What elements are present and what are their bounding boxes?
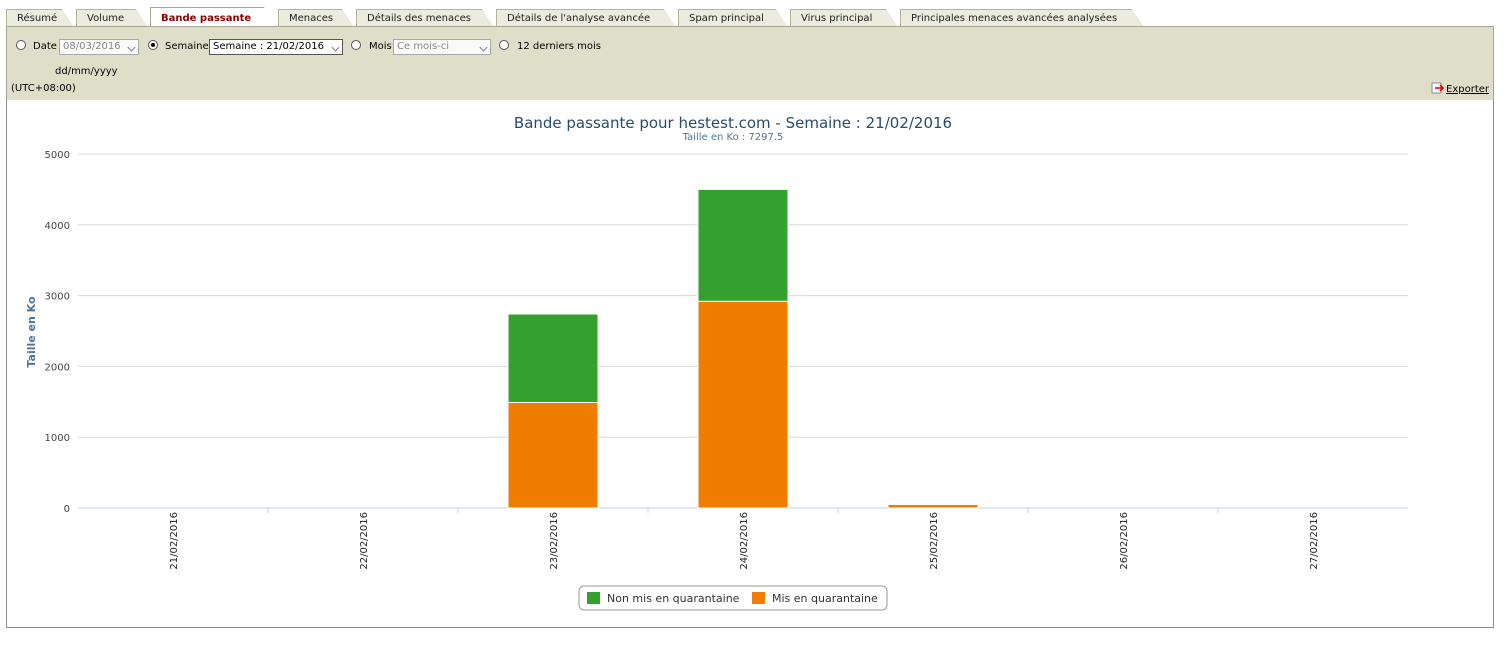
x-tick-labels: 21/02/2016 22/02/2016 23/02/2016 24/02/2016… — [169, 508, 1320, 570]
y-tick-label: 4000 — [45, 221, 70, 232]
date-select[interactable]: 08/03/2016 — [59, 39, 139, 55]
y-tick-label: 5000 — [45, 150, 70, 161]
chart-panel: Bande passante pour hestest.com - Semain… — [6, 100, 1494, 628]
month-label: Mois — [369, 41, 392, 52]
legend-swatch-0 — [587, 592, 600, 604]
legend-swatch-1 — [752, 592, 765, 604]
month-radio[interactable] — [351, 40, 361, 50]
y-tick-labels: 0 1000 2000 3000 4000 5000 — [45, 150, 70, 515]
tab-8[interactable]: Principales menaces avancées analysées — [900, 9, 1144, 27]
bar-3-series-0 — [697, 300, 789, 509]
y-tick-label: 0 — [64, 504, 70, 515]
last12-radio[interactable] — [499, 40, 509, 50]
date-radio[interactable] — [16, 40, 26, 50]
date-format-hint: dd/mm/yyyy — [55, 66, 118, 77]
tab-0[interactable]: Résumé — [6, 9, 74, 27]
date-value: 08/03/2016 — [63, 41, 121, 52]
legend[interactable]: Non mis en quarantaine Mis en quarantaine — [578, 585, 888, 611]
bandwidth-chart: Bande passante pour hestest.com - Semain… — [25, 114, 1408, 611]
week-select[interactable]: Semaine : 21/02/2016 — [209, 39, 343, 55]
x-tick-label: 22/02/2016 — [359, 512, 370, 570]
bar-3-series-1 — [697, 188, 789, 302]
chevron-down-icon — [479, 43, 488, 52]
date-label: Date — [33, 41, 57, 52]
bar-2-series-0 — [507, 402, 599, 509]
x-tick-label: 25/02/2016 — [929, 512, 940, 570]
week-radio[interactable] — [148, 40, 158, 50]
chart-subtitle: Taille en Ko : 7297.5 — [682, 132, 784, 143]
tab-2[interactable]: Bande passante — [150, 7, 276, 27]
filter-panel: Date 08/03/2016 dd/mm/yyyy Semaine Semai… — [6, 26, 1494, 101]
x-tick-label: 26/02/2016 — [1119, 512, 1130, 570]
x-tick-label: 27/02/2016 — [1309, 512, 1320, 570]
tab-4[interactable]: Détails des menaces — [356, 9, 494, 27]
bar-2-series-1 — [507, 313, 599, 404]
export-label: Exporter — [1446, 84, 1489, 95]
chart-title: Bande passante pour hestest.com - Semain… — [514, 114, 952, 132]
timezone-label: (UTC+08:00) — [11, 83, 76, 94]
y-tick-label: 2000 — [45, 362, 70, 373]
tab-bar: Résumé Volume Bande passante Menaces Détails… — [6, 9, 1496, 27]
tab-1[interactable]: Volume — [76, 9, 148, 27]
month-select[interactable]: Ce mois-ci — [393, 39, 491, 55]
bar-4-series-0 — [887, 503, 979, 509]
tab-6[interactable]: Spam principal — [678, 9, 788, 27]
week-value: Semaine : 21/02/2016 — [213, 41, 325, 52]
export-link[interactable]: Exporter — [1431, 82, 1489, 95]
legend-label-1: Mis en quarantaine — [772, 592, 878, 605]
tab-7[interactable]: Virus principal — [790, 9, 898, 27]
chevron-down-icon — [127, 43, 136, 52]
week-label: Semaine — [165, 41, 209, 52]
bars — [507, 188, 979, 509]
legend-label-0: Non mis en quarantaine — [607, 592, 740, 605]
export-icon — [1431, 82, 1445, 94]
x-tick-label: 24/02/2016 — [739, 512, 750, 570]
month-value: Ce mois-ci — [397, 41, 450, 52]
x-tick-label: 23/02/2016 — [549, 512, 560, 570]
legend-box — [578, 585, 888, 611]
tab-5[interactable]: Détails de l'analyse avancée — [496, 9, 676, 27]
y-tick-label: 1000 — [45, 433, 70, 444]
last12-label: 12 derniers mois — [517, 41, 601, 52]
chevron-down-icon — [331, 43, 340, 52]
tab-3[interactable]: Menaces — [278, 9, 354, 27]
x-tick-label: 21/02/2016 — [169, 512, 180, 570]
y-axis-label: Taille en Ko — [25, 296, 38, 368]
y-tick-label: 3000 — [45, 292, 70, 303]
